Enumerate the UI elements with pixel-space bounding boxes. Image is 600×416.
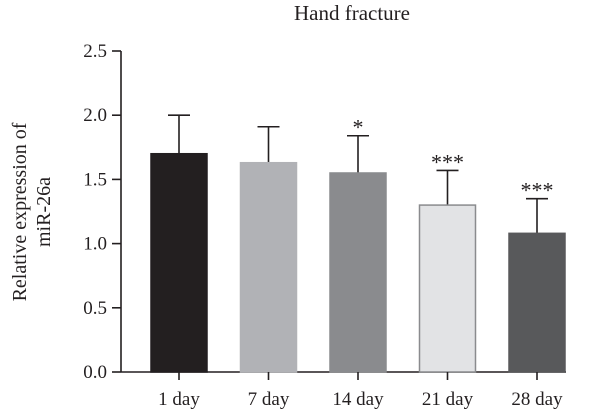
y-tick-label: 2.5 [83,41,107,62]
y-axis-label: Relative expression of miR-26a [9,122,55,301]
plot-area: 0.0 0.5 1.0 1.5 2.0 2.5 1 day 7 day 14 day * 21 da… [83,41,566,410]
y-axis-label-line-2: miR-26a [33,177,55,247]
y-axis-label-line-1: Relative expression of [9,122,31,301]
significance-label: *** [431,149,464,174]
x-tick-label: 21 day [422,389,474,410]
x-tick-label: 1 day [158,389,200,410]
y-tick-label: 1.5 [83,169,107,190]
x-tick-label: 28 day [511,389,563,410]
x-tick-label: 14 day [332,389,384,410]
x-tick-label: 7 day [248,389,290,410]
y-tick-label: 2.0 [83,105,107,126]
y-tick-label: 0.0 [83,362,107,383]
significance-label: * [353,115,364,140]
bar [418,204,477,373]
chart-title: Hand fracture [294,1,410,25]
y-tick-label: 0.5 [83,298,107,319]
bar [150,152,208,373]
bar [508,232,566,373]
significance-label: *** [521,178,554,203]
y-tick-label: 1.0 [83,234,107,255]
bar [329,172,387,373]
bar [239,161,298,373]
